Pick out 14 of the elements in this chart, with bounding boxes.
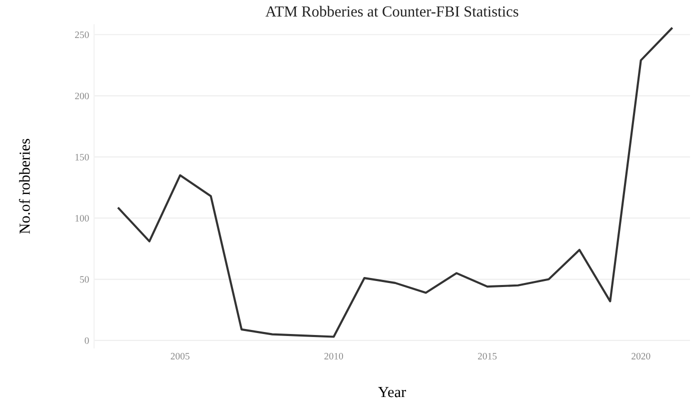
y-axis-title: No.of robberies [18,138,30,234]
y-tick-label: 200 [75,92,89,100]
y-tick-label: 250 [75,32,89,38]
x-tick-label: 2015 [478,352,497,360]
x-axis-title: Year [378,387,406,398]
x-tick-label: 2010 [324,352,344,360]
line-series [118,27,673,338]
y-tick-label: 0 [84,337,89,344]
y-tick-label: 100 [76,215,89,222]
chart-title: ATM Robberies at Counter-FBI Statistics [265,6,518,17]
x-tick-label: 2005 [170,352,190,360]
y-tick-label: 150 [76,154,89,160]
x-tick-label: 2020 [632,352,650,360]
y-tick-label: 50 [80,276,89,283]
